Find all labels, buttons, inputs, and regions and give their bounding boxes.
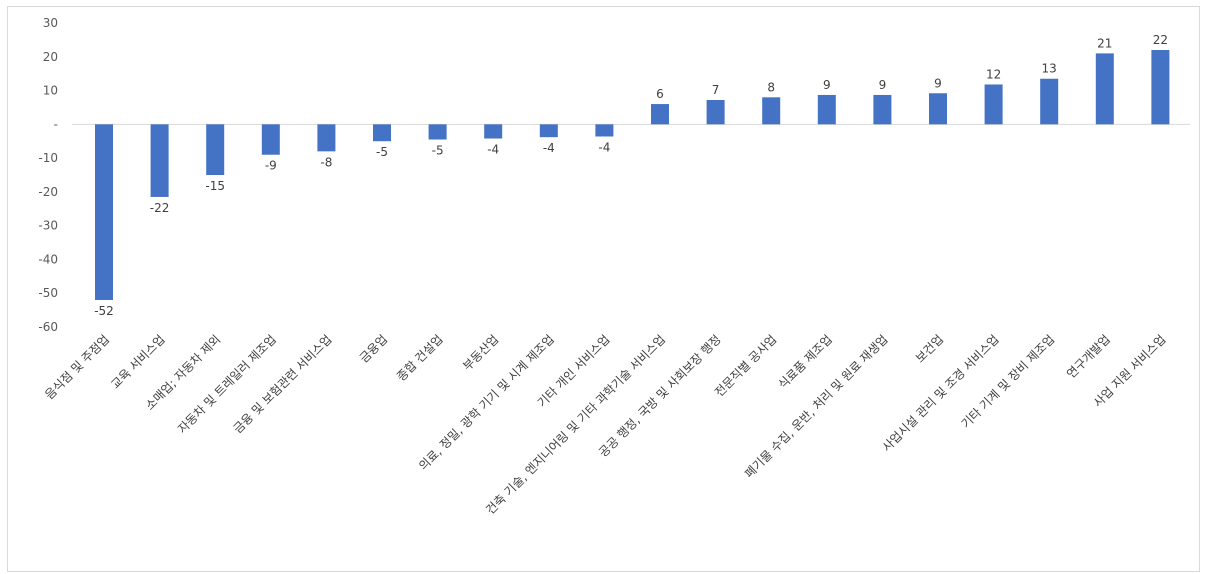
- bar: [984, 84, 1003, 125]
- data-label: 13: [1042, 62, 1057, 76]
- bar: [484, 124, 503, 139]
- category-label: 교육 서비스업: [108, 332, 167, 391]
- data-label: -4: [543, 141, 555, 155]
- category-label: 공공 행정, 국방 및 사회보장 행정: [595, 332, 723, 460]
- data-label: -4: [487, 143, 499, 157]
- bar: [706, 100, 725, 125]
- bar: [1151, 50, 1170, 125]
- data-label: 6: [656, 87, 664, 101]
- category-label: 금융업: [357, 332, 390, 365]
- data-label: 9: [879, 78, 887, 92]
- bar: [817, 94, 836, 125]
- data-label: -9: [265, 159, 277, 173]
- y-tick-label: -50: [38, 286, 58, 300]
- data-label: 9: [934, 76, 942, 90]
- bar: [1095, 53, 1114, 125]
- category-label: 식료품 제조업: [775, 332, 834, 391]
- bar: [206, 124, 225, 175]
- y-tick-label: -20: [38, 185, 58, 199]
- bar: [539, 124, 558, 138]
- y-tick-label: 30: [43, 16, 58, 30]
- y-tick-label: -30: [38, 219, 58, 233]
- category-label: 기타 기계 및 장비 제조업: [959, 332, 1058, 431]
- y-tick-label: 20: [43, 50, 58, 64]
- bar: [929, 93, 947, 125]
- data-label: 21: [1097, 36, 1112, 50]
- bar: [261, 124, 280, 155]
- bar-layer: [95, 50, 1170, 300]
- data-label: 12: [986, 67, 1001, 81]
- data-label: 9: [823, 78, 831, 92]
- data-label: -52: [94, 304, 114, 318]
- bar: [95, 124, 113, 300]
- bar: [428, 124, 447, 140]
- bar: [651, 104, 669, 125]
- axis-layer: 30 20 10 - -10 -20 -30 -40 -50 -60: [38, 16, 1190, 334]
- y-tick-label: -: [54, 117, 58, 131]
- category-label: 음식점 및 주점업: [42, 332, 112, 402]
- y-tick-label: -10: [38, 151, 58, 165]
- bar: [150, 124, 169, 197]
- bar: [762, 97, 781, 125]
- data-label: -4: [598, 140, 610, 154]
- data-label: 7: [712, 83, 720, 97]
- data-label: -15: [205, 179, 225, 193]
- y-tick-label: -40: [38, 252, 58, 266]
- data-label: -22: [150, 201, 170, 215]
- bar: [373, 124, 391, 142]
- bar: [873, 94, 892, 125]
- category-label: 금융 및 보험관련 서비스업: [231, 332, 335, 436]
- category-label: 종합 건설업: [394, 332, 446, 384]
- data-label: -8: [320, 155, 332, 169]
- category-label: 자동차 및 트레일러 제조업: [175, 332, 279, 436]
- data-label: -5: [432, 144, 444, 158]
- bar: [595, 124, 614, 137]
- data-label: 8: [767, 80, 775, 94]
- data-label: 22: [1153, 33, 1168, 47]
- data-label-layer: -52 -22 -15 -9 -8 -5 -5 -4 -4 -4 6 7 8 9 9 9 12 13 21 22: [94, 33, 1168, 318]
- y-tick-label: -60: [38, 320, 58, 334]
- bar: [1040, 78, 1059, 125]
- data-label: -5: [376, 145, 388, 159]
- category-label: 연구개발업: [1064, 332, 1113, 381]
- category-label: 사업시설 관리 및 조경 서비스업: [880, 332, 1002, 454]
- category-label: 보건업: [913, 332, 946, 365]
- bar: [317, 124, 336, 152]
- category-label: 부동산업: [460, 332, 501, 373]
- y-tick-label: 10: [43, 84, 58, 98]
